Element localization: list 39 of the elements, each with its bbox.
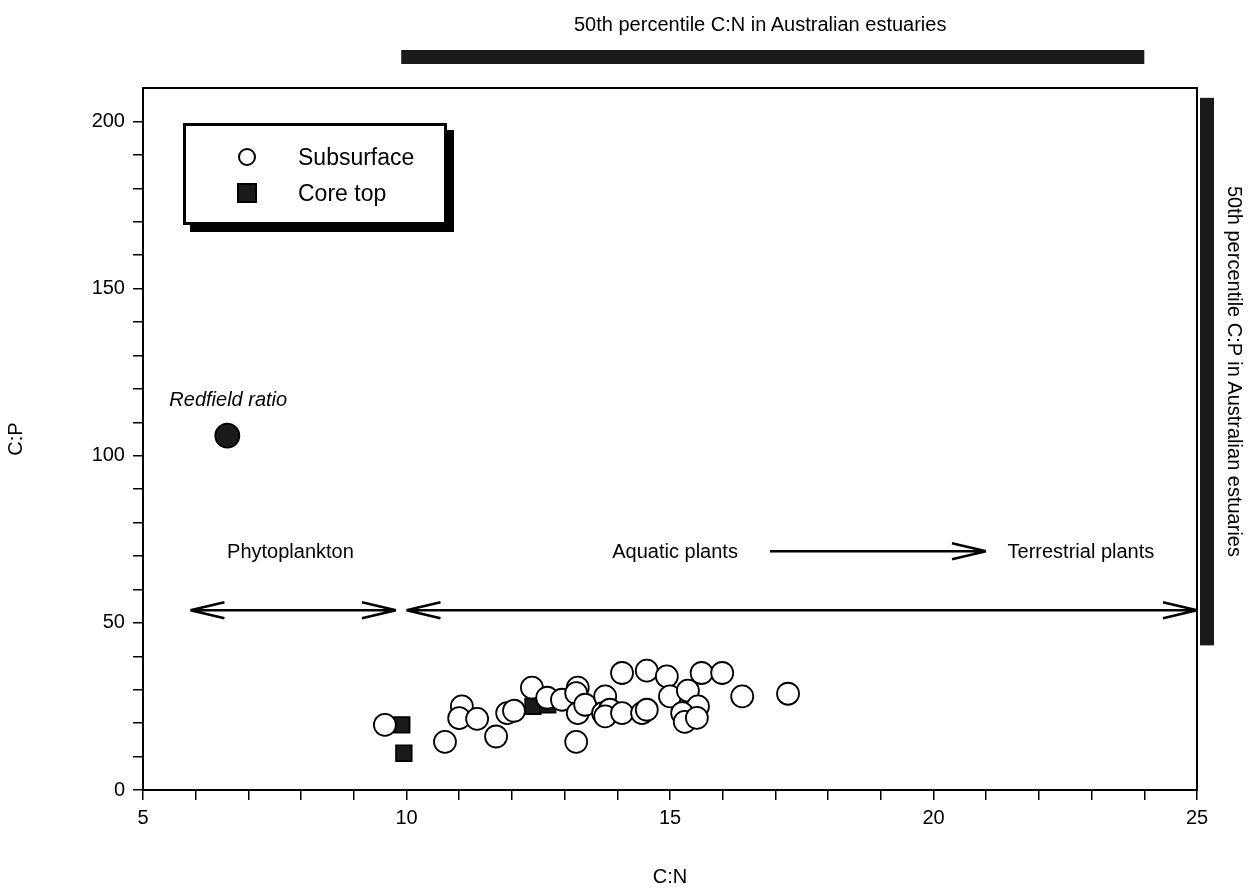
x-tick-label: 10: [395, 805, 418, 828]
y-axis-title: C:P: [3, 422, 26, 456]
x-tick-label: 15: [658, 805, 682, 828]
point: [372, 712, 397, 737]
annotation: Terrestrial plants: [1007, 540, 1155, 563]
y-tick-label: 100: [91, 443, 125, 466]
point: [564, 729, 589, 754]
point: [484, 724, 508, 749]
y-tick-label: 150: [91, 276, 125, 299]
point: [654, 664, 679, 689]
point: [610, 701, 634, 726]
point: [610, 661, 634, 685]
annotation: Aquatic plants: [612, 540, 738, 563]
legend-label: Subsurface: [298, 143, 415, 170]
point: [214, 422, 241, 449]
x-tick-label: 20: [922, 805, 945, 828]
y-tick-label: 0: [113, 777, 125, 800]
point: [634, 697, 659, 722]
y-tick-label: 200: [91, 108, 125, 131]
point: [395, 744, 413, 762]
point: [465, 706, 490, 731]
series-label: Redfield ratio: [169, 387, 288, 410]
x-tick-label: 5: [137, 805, 149, 828]
point: [710, 661, 735, 685]
point: [433, 729, 457, 754]
point: [573, 692, 598, 717]
legend-label: Core top: [298, 179, 387, 206]
point: [730, 684, 755, 709]
y-tick-label: 50: [102, 610, 125, 633]
point: [776, 681, 800, 706]
text: 50th percentile C:P in Australian estuaries: [1224, 186, 1246, 558]
point: [689, 661, 714, 685]
x-tick-label: 25: [1185, 805, 1209, 828]
annotation: Phytoplankton: [227, 540, 354, 563]
point: [634, 658, 659, 683]
point: [684, 705, 709, 730]
point: [502, 698, 526, 723]
x-axis-title: C:N: [652, 864, 688, 887]
text: 50th percentile C:N in Australian estuaries: [574, 13, 947, 35]
